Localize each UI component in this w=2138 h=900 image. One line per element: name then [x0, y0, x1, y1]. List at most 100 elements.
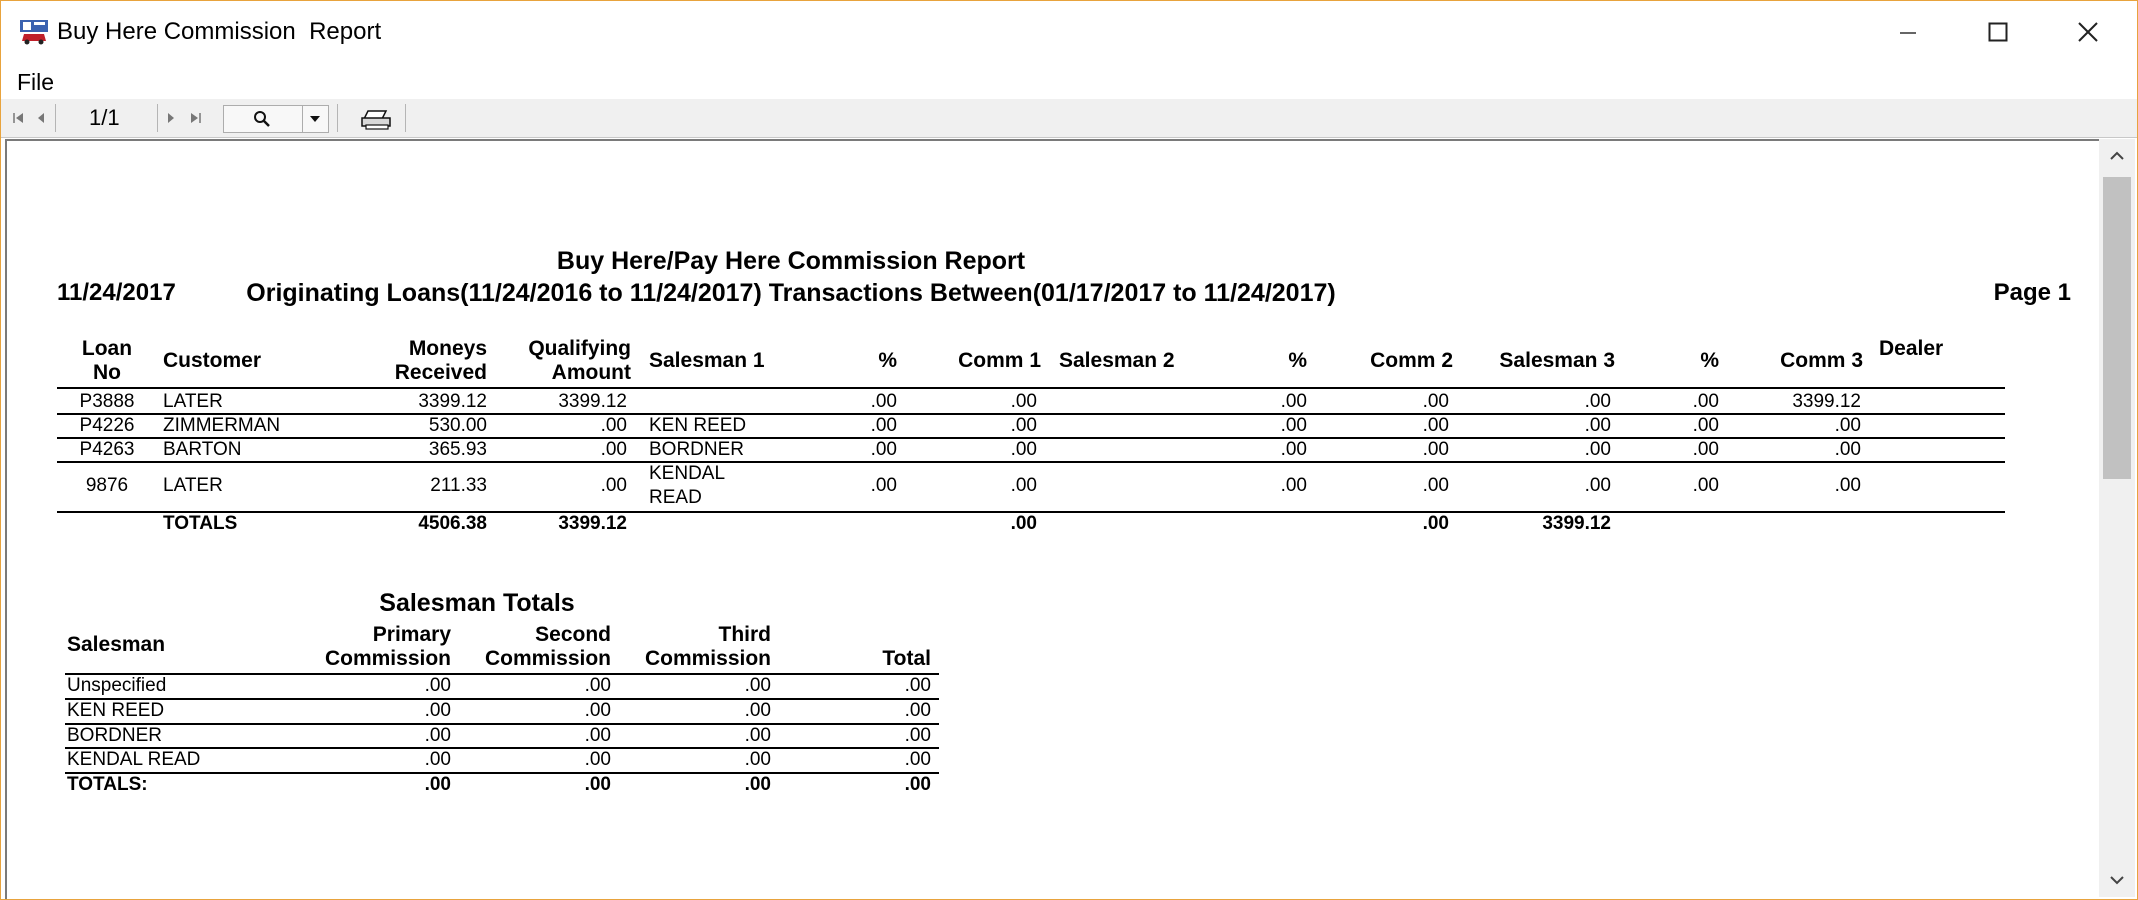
zoom-dropdown[interactable]: [223, 105, 329, 133]
salesman3-value: .00: [1584, 391, 1611, 412]
st-col-third-1: Third: [718, 623, 772, 646]
row-rule: [57, 437, 2005, 439]
toolbar-separator: [405, 104, 406, 132]
moneys-received: 3399.12: [418, 391, 487, 412]
st-second: .00: [584, 675, 611, 696]
maximize-icon: [1988, 22, 2008, 42]
st-col-salesman: Salesman: [67, 633, 166, 656]
page-indicator: 1/1: [89, 105, 120, 130]
loan-no: 9876: [85, 475, 129, 496]
salesman-totals-title: Salesman Totals: [379, 589, 575, 617]
comm1: .00: [1010, 439, 1037, 460]
st-col-primary-2: Commission: [324, 647, 451, 670]
customer: LATER: [163, 391, 223, 412]
st-col-primary-1: Primary: [372, 623, 451, 646]
comm1: .00: [1010, 391, 1037, 412]
salesman1-name: KEN REED: [649, 415, 747, 436]
report-subtitle: Originating Loans(11/24/2016 to 11/24/20…: [246, 279, 1336, 307]
st-total: .00: [904, 749, 931, 770]
st-total: .00: [904, 700, 931, 721]
pct1: .00: [870, 415, 897, 436]
last-page-button[interactable]: [183, 105, 207, 131]
close-button[interactable]: [2053, 11, 2123, 53]
salesman1-name-line2: READ: [649, 487, 702, 508]
st-totals-label: TOTALS:: [67, 774, 148, 795]
qualifying-amount: .00: [600, 439, 627, 460]
qualifying-amount: 3399.12: [558, 391, 627, 412]
minimize-icon: [1900, 32, 1916, 34]
st-total: .00: [904, 725, 931, 746]
scrollbar-thumb[interactable]: [2103, 177, 2131, 479]
moneys-received: 530.00: [428, 415, 487, 436]
first-page-icon: [13, 113, 23, 123]
comm3: .00: [1834, 415, 1861, 436]
qualifying-amount: .00: [600, 415, 627, 436]
comm3: 3399.12: [1792, 391, 1861, 412]
st-header-rule: [65, 673, 939, 675]
salesman3-value: .00: [1584, 439, 1611, 460]
st-total-second: .00: [584, 774, 611, 795]
comm2: .00: [1422, 475, 1449, 496]
st-total-total: .00: [904, 774, 931, 795]
total-qualifying: 3399.12: [558, 513, 627, 534]
pct3: .00: [1692, 475, 1719, 496]
row-rule: [57, 461, 2005, 463]
next-page-icon: [168, 113, 174, 123]
magnifier-icon: [254, 111, 270, 127]
toolbar-separator: [55, 104, 56, 132]
st-third: .00: [744, 675, 771, 696]
close-icon: [2078, 22, 2098, 42]
salesman1-name: KENDAL: [649, 463, 726, 484]
col-salesman1: Salesman 1: [649, 349, 765, 372]
st-row-rule: [65, 747, 939, 749]
col-qualifying-2: Amount: [551, 361, 631, 384]
vertical-scrollbar[interactable]: [2099, 139, 2135, 897]
comm1: .00: [1010, 475, 1037, 496]
col-customer: Customer: [163, 349, 262, 372]
st-third: .00: [744, 700, 771, 721]
pct3: .00: [1692, 439, 1719, 460]
st-salesman: KENDAL READ: [67, 749, 201, 770]
report-date: 11/24/2017: [57, 279, 176, 306]
total-moneys: 4506.38: [418, 513, 487, 534]
toolbar: 1/1: [1, 99, 2137, 138]
st-second: .00: [584, 749, 611, 770]
customer: LATER: [163, 475, 223, 496]
pct2: .00: [1280, 475, 1307, 496]
scroll-up-icon[interactable]: [2109, 151, 2125, 161]
st-row-rule: [65, 723, 939, 725]
comm2: .00: [1422, 439, 1449, 460]
print-button[interactable]: [357, 105, 397, 131]
total-salesman3: 3399.12: [1542, 513, 1611, 534]
header-rule: [57, 387, 2005, 389]
page-number: Page 1: [1993, 279, 2071, 306]
car-report-icon: [20, 20, 48, 45]
st-col-second-1: Second: [535, 623, 611, 646]
col-pct3: %: [1700, 349, 1719, 372]
dropdown-divider: [302, 106, 303, 132]
st-primary: .00: [424, 749, 451, 770]
chevron-down-icon: [310, 116, 320, 122]
window-title: Buy Here Commission Report: [57, 18, 382, 45]
pct1: .00: [870, 475, 897, 496]
st-total: .00: [904, 675, 931, 696]
comm2: .00: [1422, 415, 1449, 436]
st-row-rule: [65, 698, 939, 700]
moneys-received: 365.93: [428, 439, 487, 460]
col-comm2: Comm 2: [1370, 349, 1453, 372]
st-total-primary: .00: [424, 774, 451, 795]
total-comm2: .00: [1422, 513, 1449, 534]
total-comm1: .00: [1010, 513, 1037, 534]
menu-file[interactable]: File: [17, 69, 55, 95]
customer: ZIMMERMAN: [163, 415, 281, 436]
minimize-button[interactable]: [1873, 11, 1943, 53]
loan-no: P3888: [79, 391, 135, 412]
maximize-button[interactable]: [1963, 11, 2033, 53]
first-page-button[interactable]: [9, 105, 29, 131]
scroll-down-icon[interactable]: [2109, 875, 2125, 885]
comm1: .00: [1010, 415, 1037, 436]
st-col-second-2: Commission: [484, 647, 611, 670]
prev-page-button[interactable]: [31, 105, 51, 131]
next-page-button[interactable]: [161, 105, 181, 131]
